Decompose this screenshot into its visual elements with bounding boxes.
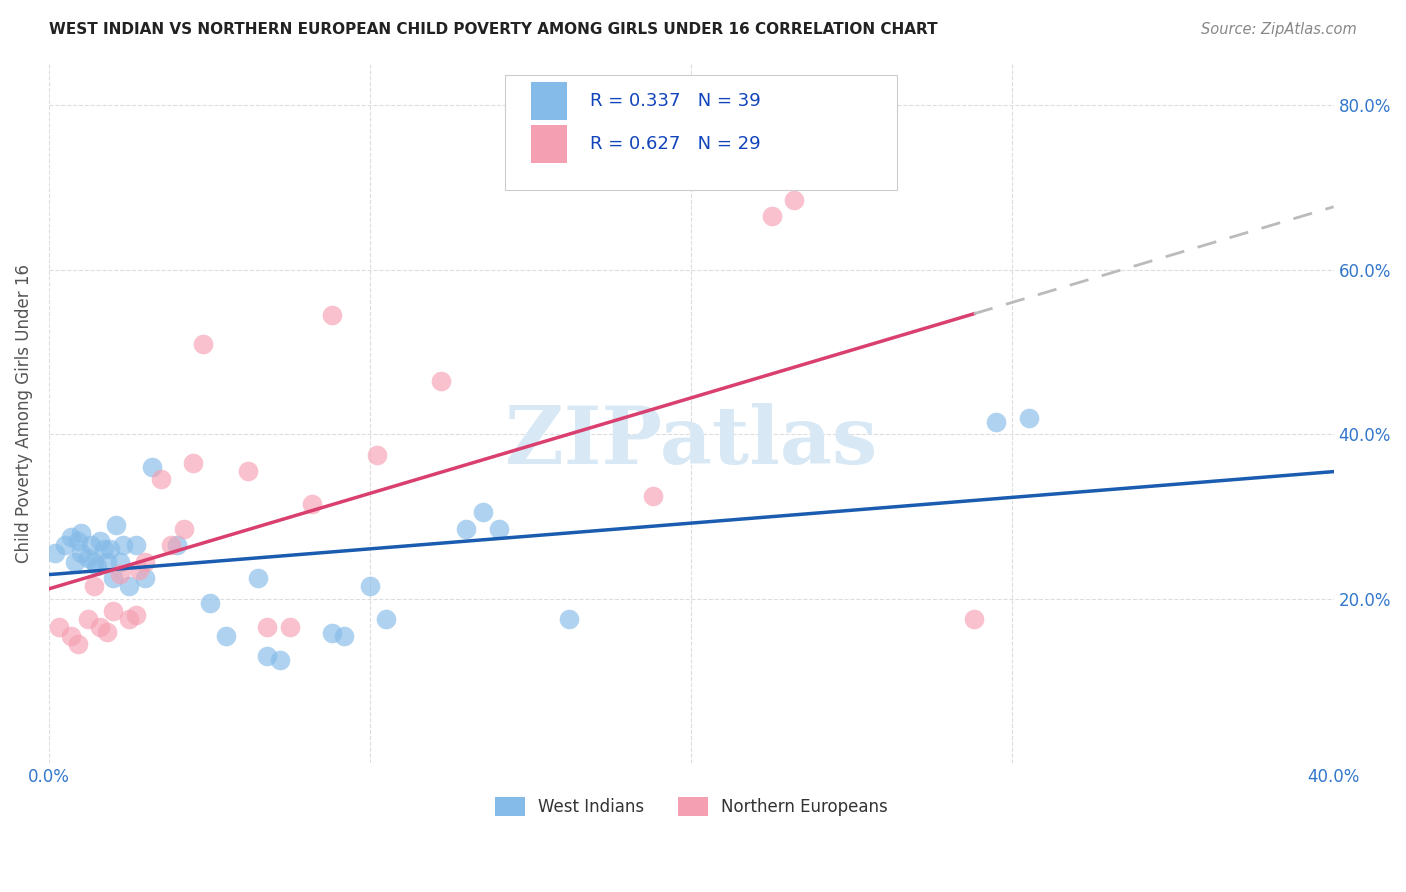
Point (986, 415, 1008, 429)
Point (256, 620, 278, 634)
Point (118, 612, 141, 626)
Point (125, 608, 148, 623)
Text: Source: ZipAtlas.com: Source: ZipAtlas.com (1201, 22, 1357, 37)
Point (118, 579, 141, 593)
Point (558, 612, 581, 626)
Point (256, 649, 278, 664)
Point (76, 612, 98, 626)
Point (108, 555, 131, 569)
Point (783, 193, 806, 207)
Point (96, 555, 118, 569)
Point (86, 558, 108, 573)
Point (66, 534, 89, 549)
Point (76, 550, 98, 565)
Point (246, 571, 269, 585)
Point (111, 538, 134, 552)
Point (198, 596, 221, 610)
Point (134, 555, 156, 569)
Point (48, 620, 70, 634)
FancyBboxPatch shape (530, 81, 567, 120)
Point (103, 571, 125, 585)
Point (70, 525, 93, 540)
Point (166, 538, 188, 552)
Text: R = 0.337   N = 39: R = 0.337 N = 39 (589, 92, 761, 110)
Point (236, 464, 259, 478)
Point (60, 530, 83, 544)
Point (150, 472, 173, 486)
Point (359, 579, 381, 593)
Text: WEST INDIAN VS NORTHERN EUROPEAN CHILD POVERTY AMONG GIRLS UNDER 16 CORRELATION : WEST INDIAN VS NORTHERN EUROPEAN CHILD P… (49, 22, 938, 37)
Point (641, 489, 664, 503)
Point (44, 546, 66, 560)
Point (83, 555, 105, 569)
Point (93, 542, 115, 557)
FancyBboxPatch shape (530, 125, 567, 163)
Point (375, 612, 398, 626)
Point (128, 563, 150, 577)
Point (60, 629, 83, 643)
Point (456, 522, 478, 536)
Point (105, 517, 128, 532)
Point (321, 626, 343, 640)
Point (89, 534, 111, 549)
Point (89, 620, 111, 634)
Point (471, 505, 494, 519)
Point (63, 555, 86, 569)
Point (301, 497, 323, 511)
Point (83, 579, 105, 593)
Point (963, 612, 986, 626)
Point (53, 538, 76, 552)
Text: ZIPatlas: ZIPatlas (505, 402, 877, 481)
Point (183, 456, 205, 470)
Point (160, 538, 183, 552)
Point (333, 629, 356, 643)
Point (366, 448, 388, 462)
Point (103, 604, 125, 618)
Point (269, 653, 291, 667)
Point (173, 522, 195, 536)
Point (108, 566, 131, 581)
Y-axis label: Child Poverty Among Girls Under 16: Child Poverty Among Girls Under 16 (15, 264, 32, 563)
Point (761, 209, 783, 223)
Point (98, 542, 121, 557)
Point (191, 336, 214, 351)
Point (96, 624, 118, 639)
Text: R = 0.627   N = 29: R = 0.627 N = 29 (589, 135, 761, 153)
Point (70, 546, 93, 560)
Point (430, 374, 453, 388)
Point (66, 637, 89, 651)
Point (1018, 410, 1040, 425)
Point (134, 571, 156, 585)
FancyBboxPatch shape (505, 75, 897, 190)
Point (141, 460, 163, 475)
Point (321, 308, 343, 322)
Point (278, 620, 301, 634)
Point (488, 522, 510, 536)
Point (214, 629, 236, 643)
Point (80, 538, 103, 552)
Point (125, 538, 148, 552)
Legend: West Indians, Northern Europeans: West Indians, Northern Europeans (486, 789, 896, 825)
